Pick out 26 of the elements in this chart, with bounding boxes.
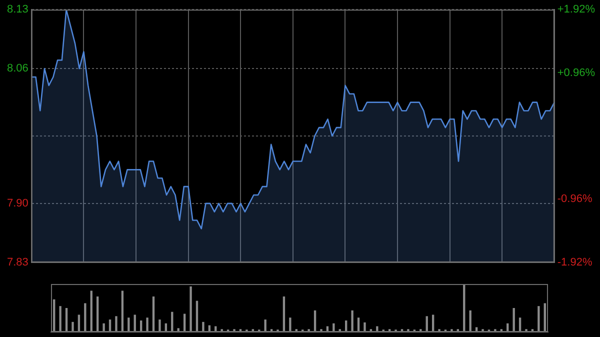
y2-tick-label: +0.96% [557, 66, 596, 79]
bar [158, 320, 161, 332]
y2-tick-label: +1.92% [557, 4, 596, 16]
bar [72, 322, 74, 332]
bar [90, 290, 92, 332]
bar [115, 316, 118, 332]
bar [102, 323, 105, 332]
bar [538, 306, 540, 332]
y-tick-label: 8.13 [6, 4, 28, 16]
bar [59, 306, 62, 332]
bar [289, 318, 292, 332]
bar [84, 303, 86, 332]
bar [202, 322, 204, 332]
y-tick-label: 8.06 [6, 62, 28, 75]
bar [264, 320, 266, 332]
bar [512, 308, 515, 332]
bar [190, 286, 192, 332]
bar [364, 322, 366, 332]
bar [351, 310, 354, 332]
bar [332, 323, 335, 332]
y2-tick-label: -0.96% [557, 193, 592, 206]
y-tick-label: 7.83 [6, 256, 28, 268]
y2-tick-label: -1.92% [557, 256, 592, 268]
bar [121, 290, 124, 332]
y-tick-label: 7.90 [6, 197, 28, 210]
bar [146, 318, 148, 332]
